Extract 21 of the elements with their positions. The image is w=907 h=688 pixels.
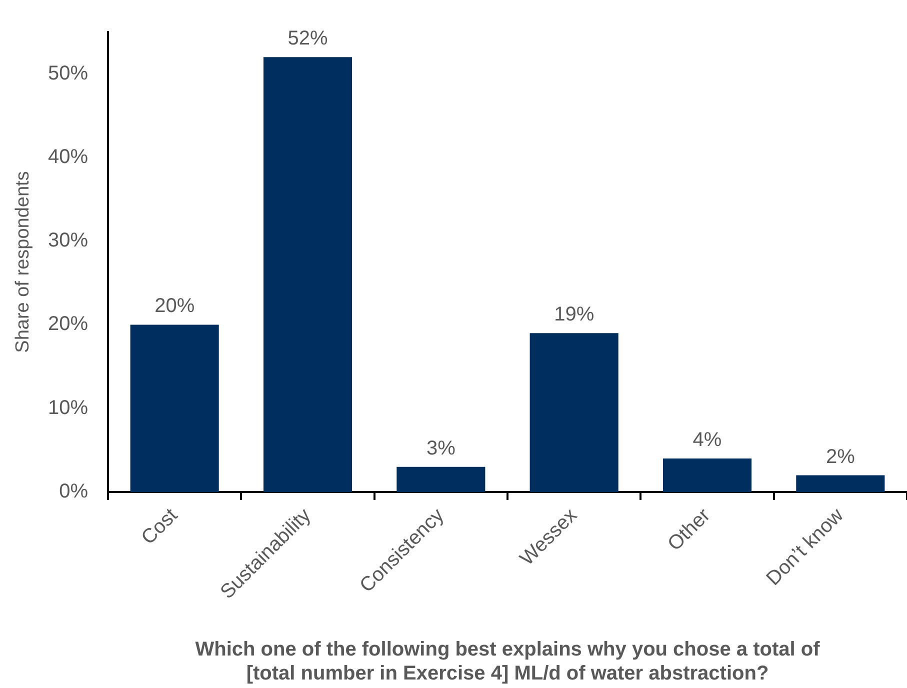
data-label: 4% — [692, 429, 722, 452]
data-label: 2% — [826, 446, 856, 468]
y-axis-title: Share of respondents — [12, 171, 34, 353]
bar — [396, 466, 486, 492]
bar — [130, 324, 219, 492]
y-tick-label: 40% — [48, 146, 88, 168]
y-tick-label: 0% — [59, 480, 88, 503]
y-tick-label: 30% — [48, 230, 88, 252]
bar — [662, 458, 752, 492]
x-tick-label: Cost — [137, 504, 182, 549]
data-label: 52% — [288, 28, 328, 50]
y-tick-label: 50% — [48, 62, 88, 84]
data-label: 3% — [426, 437, 456, 460]
x-axis-title: Which one of the following best explains why you chose a total of [total number in Exercise 4] ML/d of water abstraction? — [195, 638, 820, 685]
bar — [796, 475, 885, 492]
data-label: 19% — [554, 304, 594, 326]
bar — [530, 333, 618, 492]
y-tick-label: 20% — [48, 313, 88, 336]
data-label: 20% — [154, 295, 195, 318]
bar — [263, 57, 352, 492]
y-tick-label: 10% — [48, 396, 88, 419]
